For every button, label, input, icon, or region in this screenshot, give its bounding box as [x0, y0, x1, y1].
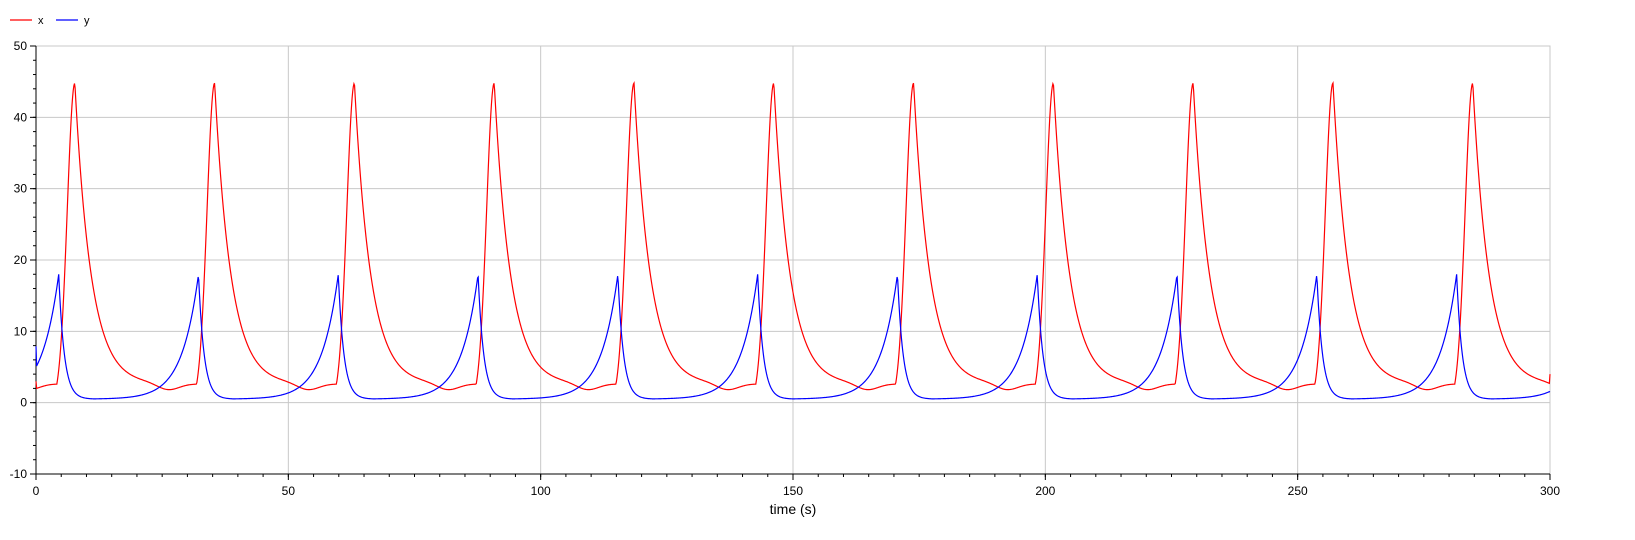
y-tick-label: 30 — [14, 182, 28, 196]
x-axis-ticks: 0 50 100 150 200 250 300 — [33, 474, 1560, 498]
x-tick-label: 100 — [531, 484, 551, 498]
x-axis-title: time (s) — [770, 501, 817, 517]
y-tick-label: 20 — [14, 253, 28, 267]
legend-label-x: x — [38, 15, 44, 27]
series-line-x — [35, 81, 1551, 391]
series-group — [35, 81, 1551, 400]
x-tick-label: 250 — [1288, 484, 1308, 498]
y-axis-ticks: -10 0 10 20 30 40 50 — [10, 39, 36, 481]
x-tick-label: 50 — [282, 484, 296, 498]
y-tick-label: 10 — [14, 324, 28, 338]
minor-ticks — [33, 45, 1551, 477]
y-tick-label: 50 — [14, 39, 28, 53]
x-tick-label: 200 — [1035, 484, 1055, 498]
x-tick-label: 150 — [783, 484, 803, 498]
legend: x y — [10, 15, 90, 27]
legend-label-y: y — [84, 15, 90, 27]
y-tick-label: -10 — [10, 467, 28, 481]
y-tick-label: 0 — [20, 396, 27, 410]
series-line-y — [35, 274, 1551, 400]
x-tick-label: 300 — [1540, 484, 1560, 498]
x-tick-label: 0 — [33, 484, 40, 498]
y-tick-label: 40 — [14, 110, 28, 124]
